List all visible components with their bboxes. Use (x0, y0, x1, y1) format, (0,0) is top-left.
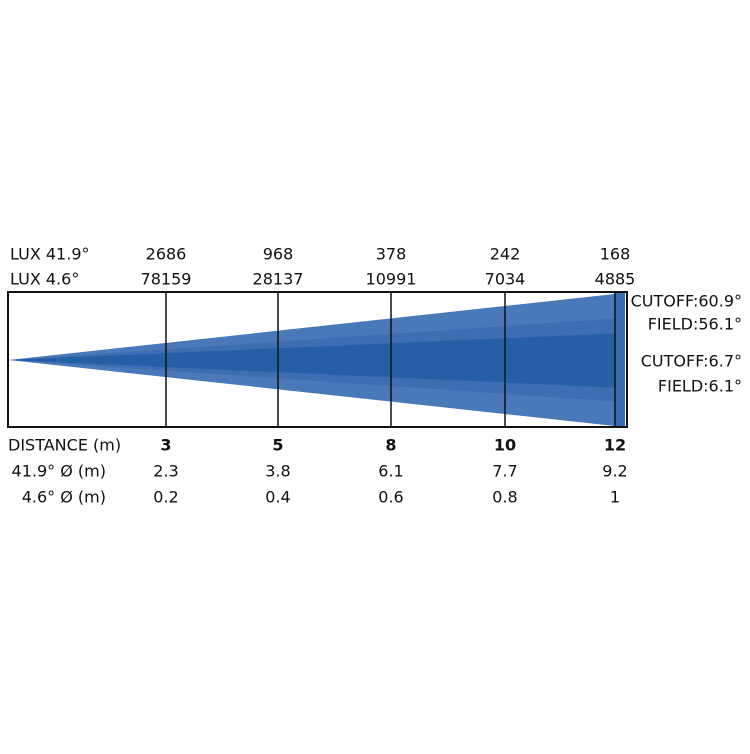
beam-end (615, 293, 625, 427)
row-value: 78159 (141, 270, 192, 289)
row-value: 4885 (595, 270, 636, 289)
row-label: LUX 41.9° (10, 245, 90, 264)
row-label: DISTANCE (m) (8, 436, 121, 455)
narrow-beam (9, 333, 624, 388)
labels: LUX 41.9° 2686 968 378 242 168 LUX 4.6° 78159 28… (8, 245, 742, 507)
beam-angle: CUTOFF:6.7° (641, 352, 742, 371)
columns (165, 293, 616, 427)
beam-angle: FIELD:6.1° (658, 377, 742, 396)
row-value: 0.4 (265, 488, 290, 507)
row-value: 5 (272, 436, 283, 455)
row-value: 2.3 (153, 462, 178, 481)
beam-angle: CUTOFF:60.9° (631, 292, 742, 311)
row-value: 968 (263, 245, 294, 264)
row-label: LUX 4.6° (10, 270, 79, 289)
row-value: 12 (604, 436, 626, 455)
row-value: 7034 (485, 270, 526, 289)
row-value: 8 (385, 436, 396, 455)
row-value: 10991 (366, 270, 417, 289)
frame (7, 291, 628, 428)
row-value: 242 (490, 245, 521, 264)
row-value: 0.8 (492, 488, 517, 507)
row-label: 41.9° Ø (m) (12, 462, 106, 481)
row-value: 28137 (253, 270, 304, 289)
row-value: 168 (600, 245, 631, 264)
row-label: 4.6° Ø (m) (22, 488, 106, 507)
beam-angle: FIELD:56.1° (648, 315, 742, 334)
row-value: 7.7 (492, 462, 517, 481)
row-value: 378 (376, 245, 407, 264)
row-value: 0.2 (153, 488, 178, 507)
row-value: 1 (610, 488, 620, 507)
row-value: 0.6 (378, 488, 403, 507)
row-value: 3 (160, 436, 171, 455)
row-value: 6.1 (378, 462, 403, 481)
row-value: 9.2 (602, 462, 627, 481)
row-value: 2686 (146, 245, 187, 264)
row-value: 10 (494, 436, 516, 455)
row-value: 3.8 (265, 462, 290, 481)
